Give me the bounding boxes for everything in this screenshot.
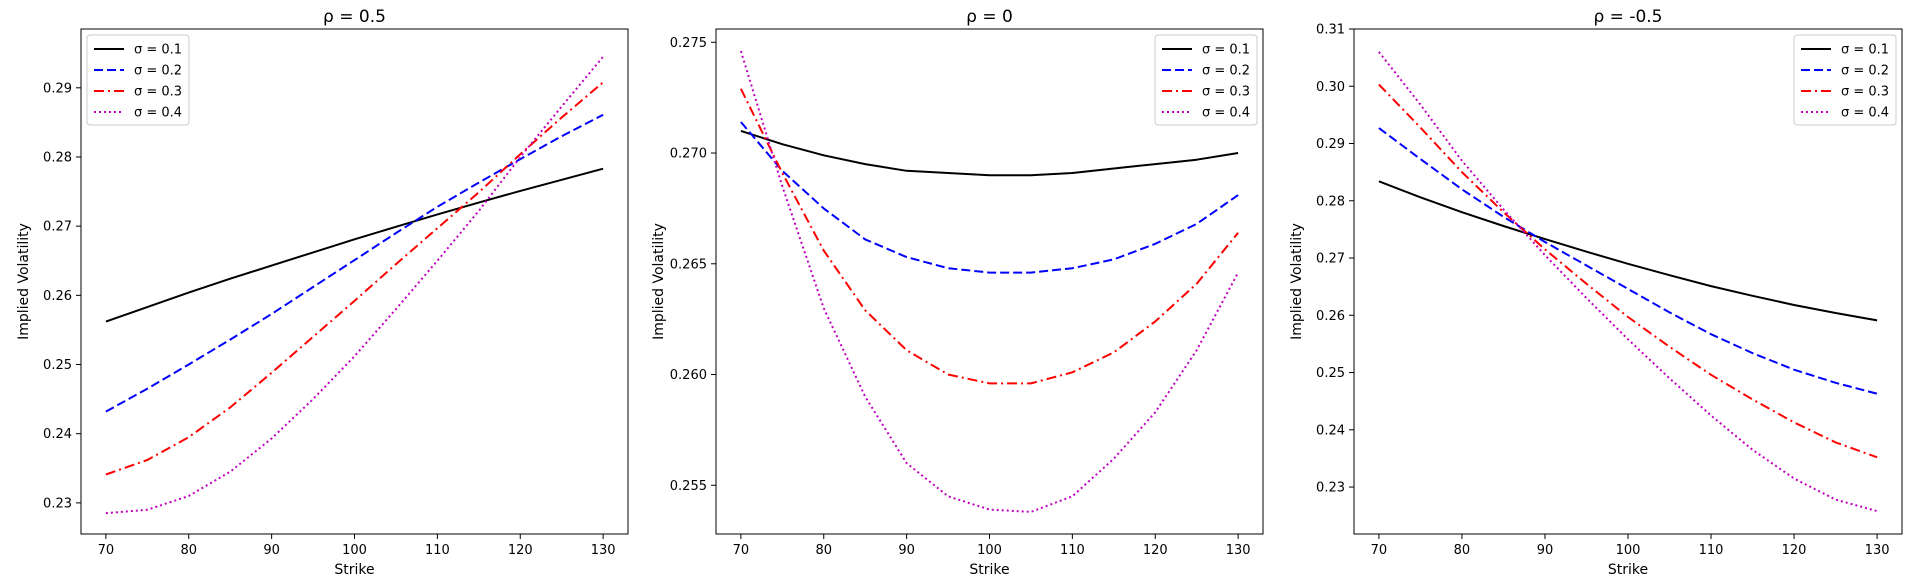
y-tick-label: 0.275	[670, 36, 707, 51]
x-tick-label: 110	[425, 543, 450, 558]
legend-box	[86, 34, 190, 126]
y-tick-label: 0.265	[670, 257, 707, 272]
x-tick-label: 110	[1060, 543, 1085, 558]
x-tick-label: 120	[1143, 543, 1168, 558]
series-line-4	[739, 50, 1239, 513]
x-tick-label: 90	[1537, 543, 1554, 558]
y-tick-label: 0.23	[1316, 481, 1345, 496]
y-tick-label: 0.25	[43, 358, 72, 373]
x-axis-label: Strike	[1608, 562, 1648, 578]
chart-title: ρ = 0.5	[323, 7, 386, 27]
series-line-2	[105, 113, 604, 413]
x-tick-label: 130	[591, 543, 616, 558]
y-tick-label: 0.24	[1316, 423, 1345, 438]
legend-box	[1793, 34, 1897, 126]
chart-panel-1: 70 80 90 100 110 120 130 0.23 0.24 0.25 0.26 0.27 0.…	[16, 7, 629, 578]
legend: σ = 0.1 σ = 0.2 σ = 0.3 σ = 0.4	[1793, 34, 1897, 126]
x-tick-label: 90	[263, 543, 280, 558]
x-tick-label: 80	[1454, 543, 1471, 558]
legend: σ = 0.1 σ = 0.2 σ = 0.3 σ = 0.4	[86, 34, 190, 126]
legend-entry-label: σ = 0.1	[134, 43, 182, 58]
x-tick-label: 130	[1226, 543, 1251, 558]
legend-entry-label: σ = 0.1	[1202, 43, 1250, 58]
y-axis-label: Implied Volatility	[16, 223, 32, 340]
legend-entry-label: σ = 0.4	[134, 106, 182, 121]
series-line-2	[1378, 127, 1878, 395]
y-tick-label: 0.26	[1316, 309, 1345, 324]
x-axis-label: Strike	[334, 562, 374, 578]
x-tick-label: 90	[898, 543, 915, 558]
y-tick-label: 0.28	[43, 150, 72, 165]
y-tick-label: 0.260	[670, 368, 707, 383]
legend-entry-label: σ = 0.1	[1841, 43, 1889, 58]
series-line-1	[740, 129, 1239, 177]
legend-entry-label: σ = 0.3	[1202, 85, 1250, 100]
legend: σ = 0.1 σ = 0.2 σ = 0.3 σ = 0.4	[1154, 34, 1258, 126]
legend-entry-label: σ = 0.2	[1841, 64, 1889, 79]
y-tick-label: 0.24	[43, 427, 72, 442]
series-line-1	[105, 167, 604, 323]
x-tick-label: 130	[1865, 543, 1890, 558]
x-tick-label: 70	[98, 543, 115, 558]
y-tick-label: 0.26	[43, 289, 72, 304]
x-tick-label: 80	[815, 543, 832, 558]
legend-box	[1154, 34, 1258, 126]
y-tick-label: 0.31	[1316, 23, 1345, 38]
x-tick-label: 70	[1371, 543, 1388, 558]
series-line-3	[105, 81, 604, 476]
y-tick-label: 0.30	[1316, 80, 1345, 95]
legend-entry-label: σ = 0.4	[1841, 106, 1889, 121]
x-tick-label: 100	[342, 543, 367, 558]
legend-entry-label: σ = 0.4	[1202, 106, 1250, 121]
x-tick-label: 100	[1616, 543, 1641, 558]
x-tick-label: 70	[733, 543, 750, 558]
chart-panel-3: 70 80 90 100 110 120 130 0.23 0.24 0.25 0.26 0.27 0.…	[1289, 7, 1903, 578]
y-axis-label: Implied Volatility	[651, 223, 667, 340]
series-line-3	[1378, 83, 1878, 459]
series-line-2	[740, 121, 1239, 274]
y-tick-label: 0.270	[670, 147, 707, 162]
y-tick-label: 0.27	[43, 220, 72, 235]
y-tick-label: 0.25	[1316, 366, 1345, 381]
chart-title: ρ = -0.5	[1593, 7, 1662, 27]
y-tick-label: 0.27	[1316, 252, 1345, 267]
y-tick-label: 0.29	[43, 81, 72, 96]
y-tick-label: 0.29	[1316, 137, 1345, 152]
legend-entry-label: σ = 0.2	[134, 64, 182, 79]
y-tick-label: 0.255	[670, 479, 707, 494]
x-tick-label: 120	[1782, 543, 1807, 558]
x-tick-label: 80	[180, 543, 197, 558]
series-line-4	[1378, 51, 1878, 513]
chart-panel-2: 70 80 90 100 110 120 130 0.255 0.260 0.265 0.270 0.…	[651, 7, 1264, 578]
legend-entry-label: σ = 0.3	[1841, 85, 1889, 100]
series-line-3	[740, 88, 1239, 385]
chart-title: ρ = 0	[966, 7, 1013, 27]
x-tick-label: 100	[977, 543, 1002, 558]
y-tick-label: 0.28	[1316, 194, 1345, 209]
x-tick-label: 120	[508, 543, 533, 558]
legend-entry-label: σ = 0.2	[1202, 64, 1250, 79]
x-tick-label: 110	[1699, 543, 1724, 558]
x-axis-label: Strike	[969, 562, 1009, 578]
series-line-1	[1378, 180, 1878, 322]
series-line-4	[105, 56, 604, 515]
legend-entry-label: σ = 0.3	[134, 85, 182, 100]
y-axis-label: Implied Volatility	[1289, 223, 1305, 340]
y-tick-label: 0.23	[43, 496, 72, 511]
